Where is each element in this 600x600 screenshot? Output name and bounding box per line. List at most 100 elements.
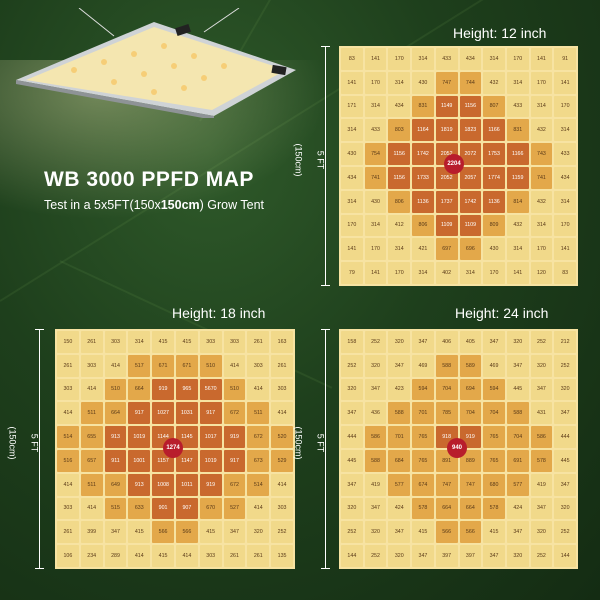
ppfd-cell: 747	[459, 473, 482, 496]
ppfd-cell: 674	[412, 473, 434, 496]
ppfd-cell: 252	[530, 331, 553, 353]
ppfd-cell: 594	[412, 378, 434, 401]
ppfd-cell: 414	[128, 545, 151, 567]
ppfd-cell: 1019	[199, 449, 222, 472]
ppfd-cell: 170	[364, 71, 387, 94]
ppfd-cell: 170	[341, 214, 363, 237]
ppfd-cell: 303	[80, 354, 103, 377]
ppfd-cell: 170	[388, 262, 411, 284]
ppfd-cell: 588	[435, 354, 458, 377]
ppfd-cell: 913	[128, 473, 151, 496]
ppfd-cell: 765	[412, 426, 434, 448]
ppfd-cell: 252	[554, 521, 576, 544]
ppfd-cell: 434	[554, 166, 576, 189]
ppfd-cell: 649	[104, 473, 127, 496]
page-title: WB 3000 PPFD MAP	[44, 168, 254, 191]
ppfd-cell: 252	[341, 521, 363, 544]
ppfd-cell: 261	[57, 354, 79, 377]
ppfd-cell: 1774	[483, 166, 505, 189]
ppfd-cell: 320	[388, 545, 411, 567]
ppfd-cell: 314	[483, 48, 505, 70]
ppfd-cell: 578	[530, 449, 553, 472]
ppfd-cell: 430	[412, 71, 434, 94]
ppfd-cell: 1742	[412, 143, 434, 165]
ppfd-cell: 516	[57, 449, 79, 472]
ppfd-cell: 578	[412, 497, 434, 520]
ppfd-cell: 664	[104, 402, 127, 425]
ppfd-cell: 704	[459, 402, 482, 425]
ppfd-cell: 514	[57, 426, 79, 448]
ppfd-cell: 415	[412, 521, 434, 544]
ppfd-cell: 831	[412, 95, 434, 118]
ppfd-cell: 445	[506, 378, 529, 401]
ppfd-cell: 170	[554, 95, 576, 118]
height-label-18: Height: 18 inch	[172, 305, 266, 321]
ppfd-cell: 806	[388, 190, 411, 213]
ppfd-cell: 754	[364, 143, 387, 165]
ppfd-cell: 261	[57, 521, 79, 544]
ppfd-cell: 433	[554, 143, 576, 165]
ppfd-cell: 320	[554, 378, 576, 401]
ppfd-cell: 141	[364, 48, 387, 70]
ppfd-cell: 684	[388, 449, 411, 472]
ppfd-cell: 741	[530, 166, 553, 189]
ppfd-cell: 431	[530, 402, 553, 425]
ppfd-cell: 1156	[388, 143, 411, 165]
ppfd-cell: 1017	[199, 426, 222, 448]
ppfd-cell: 347	[554, 473, 576, 496]
ppfd-cell: 586	[530, 426, 553, 448]
height-label-12: Height: 12 inch	[453, 25, 547, 41]
ppfd-cell: 170	[530, 71, 553, 94]
ppfd-cell: 415	[152, 331, 174, 353]
ppfd-cell: 704	[483, 402, 505, 425]
ppfd-cell: 1156	[388, 166, 411, 189]
ppfd-cell: 320	[554, 497, 576, 520]
ppfd-cell: 415	[175, 331, 198, 353]
dimension-marker-18	[33, 329, 46, 569]
ppfd-cell: 314	[388, 71, 411, 94]
ppfd-cell: 289	[104, 545, 127, 567]
ppfd-cell: 672	[247, 426, 270, 448]
ppfd-cell: 691	[506, 449, 529, 472]
ppfd-cell: 589	[459, 354, 482, 377]
ppfd-cell: 704	[506, 426, 529, 448]
ppfd-cell: 414	[223, 354, 246, 377]
ppfd-cell: 917	[199, 402, 222, 425]
ppfd-cell: 1819	[435, 119, 458, 142]
ppfd-cell: 303	[57, 378, 79, 401]
ppfd-cell: 252	[530, 545, 553, 567]
ppfd-cell: 594	[483, 378, 505, 401]
ppfd-cell: 170	[554, 214, 576, 237]
ppfd-cell: 144	[341, 545, 363, 567]
ppfd-cell: 511	[80, 402, 103, 425]
ppfd-cell: 673	[247, 449, 270, 472]
ppfd-cell: 347	[364, 497, 387, 520]
dimension-size-12: 5 FT	[315, 150, 326, 170]
dimension-metric-12: (150cm)	[293, 143, 304, 177]
ppfd-cell: 163	[271, 331, 293, 353]
ppfd-cell: 79	[341, 262, 363, 284]
ppfd-cell: 347	[530, 497, 553, 520]
ppfd-cell: 252	[364, 331, 387, 353]
ppfd-cell: 347	[506, 354, 529, 377]
ppfd-cell: 424	[388, 497, 411, 520]
ppfd-cell: 303	[271, 497, 293, 520]
ppfd-cell: 347	[388, 521, 411, 544]
ppfd-cell: 170	[530, 238, 553, 261]
ppfd-cell: 106	[57, 545, 79, 567]
dimension-marker-12	[319, 46, 332, 286]
ppfd-cell: 1136	[483, 190, 505, 213]
ppfd-cell: 911	[104, 449, 127, 472]
ppfd-cell: 1011	[175, 473, 198, 496]
ppfd-cell: 433	[435, 48, 458, 70]
ppfd-cell: 785	[435, 402, 458, 425]
ppfd-cell: 510	[223, 378, 246, 401]
ppfd-cell: 803	[388, 119, 411, 142]
ppfd-cell: 704	[435, 378, 458, 401]
ppfd-cell: 430	[483, 238, 505, 261]
ppfd-cell: 320	[506, 331, 529, 353]
ppfd-cell: 252	[271, 521, 293, 544]
dimension-size-18: 5 FT	[29, 433, 40, 453]
ppfd-cell: 577	[506, 473, 529, 496]
ppfd-cell: 414	[247, 378, 270, 401]
